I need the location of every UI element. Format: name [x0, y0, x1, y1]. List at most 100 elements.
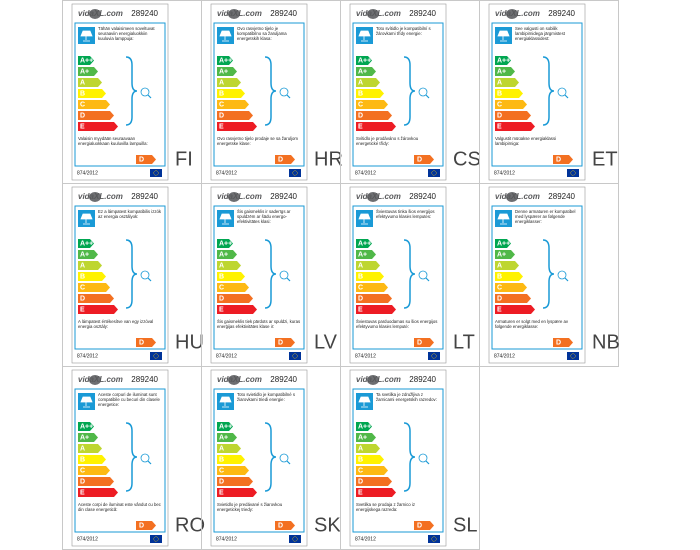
top-text-box: See valgusti on sobilik lambipirnidega j…	[515, 26, 565, 41]
class-bar	[217, 122, 257, 131]
eu-stars	[431, 170, 437, 176]
class-bar	[217, 67, 237, 76]
inner-box	[74, 205, 166, 350]
class-label: A	[497, 80, 502, 87]
top-text-box: Toto svítidlo je kompatibilní s žárovkam…	[376, 26, 431, 36]
class-bar	[78, 56, 94, 65]
class-label: B	[358, 274, 363, 281]
rating-arrow	[414, 521, 434, 530]
class-label: E	[80, 307, 85, 314]
top-text-box: Ta svetilka je združljiva z žarnicami en…	[376, 392, 437, 402]
class-label: B	[80, 91, 85, 98]
bottom-text: Aceste corpi de iluminat este vândut cu …	[78, 502, 161, 512]
class-label: A	[497, 263, 502, 270]
bulb-base	[425, 277, 430, 282]
eu-stars	[153, 170, 159, 176]
rating-label: D	[139, 523, 144, 530]
bulb-base	[147, 460, 152, 465]
regulation: 874/2012	[216, 170, 237, 176]
product-number: 289240	[270, 192, 297, 201]
bulb-icon	[279, 87, 289, 97]
top-text-box: Denne armaturen er kompatibel med lyspær…	[515, 209, 575, 224]
class-label: A++	[358, 58, 371, 65]
class-bar	[78, 488, 118, 497]
bottom-text: Svetilka se prodaja z žarnico iz energij…	[356, 502, 415, 512]
class-bar	[495, 89, 523, 98]
eu-flag	[289, 535, 301, 543]
regulation: 874/2012	[494, 170, 515, 176]
logo-mark	[367, 375, 379, 385]
class-bar	[356, 67, 376, 76]
class-label: D	[219, 113, 224, 120]
product-number: 289240	[548, 9, 575, 18]
rating-label: D	[139, 340, 144, 347]
regulation: 874/2012	[355, 536, 376, 542]
class-bar	[356, 100, 388, 109]
regulation: 874/2012	[216, 353, 237, 359]
class-bar	[356, 283, 388, 292]
brand-logo: vidaXL.com	[495, 9, 540, 18]
class-bar	[495, 261, 519, 270]
inner-box	[352, 22, 444, 167]
class-label: C	[219, 285, 224, 292]
eu-flag	[289, 352, 301, 360]
eu-stars	[431, 353, 437, 359]
class-bar	[495, 78, 519, 87]
class-label: B	[219, 457, 224, 464]
top-text: Toto svítidlo je kompatibilní s žárovkam…	[376, 26, 431, 36]
regulation: 874/2012	[494, 353, 515, 359]
product-number: 289240	[270, 9, 297, 18]
inner-box	[213, 388, 305, 533]
rating-label: D	[417, 157, 422, 164]
class-bar	[356, 455, 384, 464]
class-label: A	[358, 446, 363, 453]
class-label: A+	[497, 69, 506, 76]
class-bar	[78, 455, 106, 464]
class-bar	[78, 100, 110, 109]
rating-arrow	[414, 155, 434, 164]
class-bar	[78, 89, 106, 98]
class-bar	[217, 261, 241, 270]
eu-stars	[570, 353, 576, 359]
class-bar	[356, 89, 384, 98]
regulation: 874/2012	[77, 170, 98, 176]
top-text: See valgusti on sobilik lambipirnidega j…	[515, 26, 565, 41]
lamp-shape	[358, 30, 371, 42]
product-number: 289240	[131, 375, 158, 384]
bracket	[403, 56, 416, 126]
class-label: A++	[80, 241, 93, 248]
class-bar	[78, 67, 98, 76]
bulb-base	[286, 277, 291, 282]
class-bar	[78, 433, 98, 442]
rating-arrow	[553, 338, 573, 347]
bottom-text-box: A lámpatest értékesítve van egy izzóval …	[78, 319, 154, 329]
bottom-text-box: Valaisin myydään seuraavaan energialuokk…	[78, 136, 148, 146]
brand-logo: vidaXL.com	[356, 9, 401, 18]
language-code: ET	[592, 148, 618, 170]
rating-arrow	[136, 521, 156, 530]
class-bar	[495, 67, 515, 76]
class-label: C	[219, 102, 224, 109]
top-text-box: Aceste corpuri de iluminat sunt compatib…	[98, 392, 160, 407]
top-text: Ez a lámpatest kompatibilis izzók az ene…	[98, 209, 162, 219]
class-bar	[78, 122, 118, 131]
logo-mark	[506, 9, 518, 19]
regulation: 874/2012	[77, 536, 98, 542]
bottom-text: A lámpatest értékesítve van egy izzóval …	[78, 319, 154, 329]
bulb-base	[286, 460, 291, 465]
eu-stars	[292, 170, 298, 176]
brand-logo: vidaXL.com	[356, 192, 401, 201]
lamp-shape	[358, 213, 371, 225]
class-bar	[495, 100, 527, 109]
class-label: A++	[80, 58, 93, 65]
language-code: LT	[453, 331, 475, 353]
class-bar	[356, 122, 396, 131]
rating-label: D	[556, 340, 561, 347]
class-label: B	[80, 274, 85, 281]
brand-logo: vidaXL.com	[78, 192, 123, 201]
class-bar	[356, 488, 396, 497]
inner-box	[352, 205, 444, 350]
class-bar	[78, 466, 110, 475]
eu-stars	[431, 536, 437, 542]
language-code: NB	[592, 331, 620, 353]
